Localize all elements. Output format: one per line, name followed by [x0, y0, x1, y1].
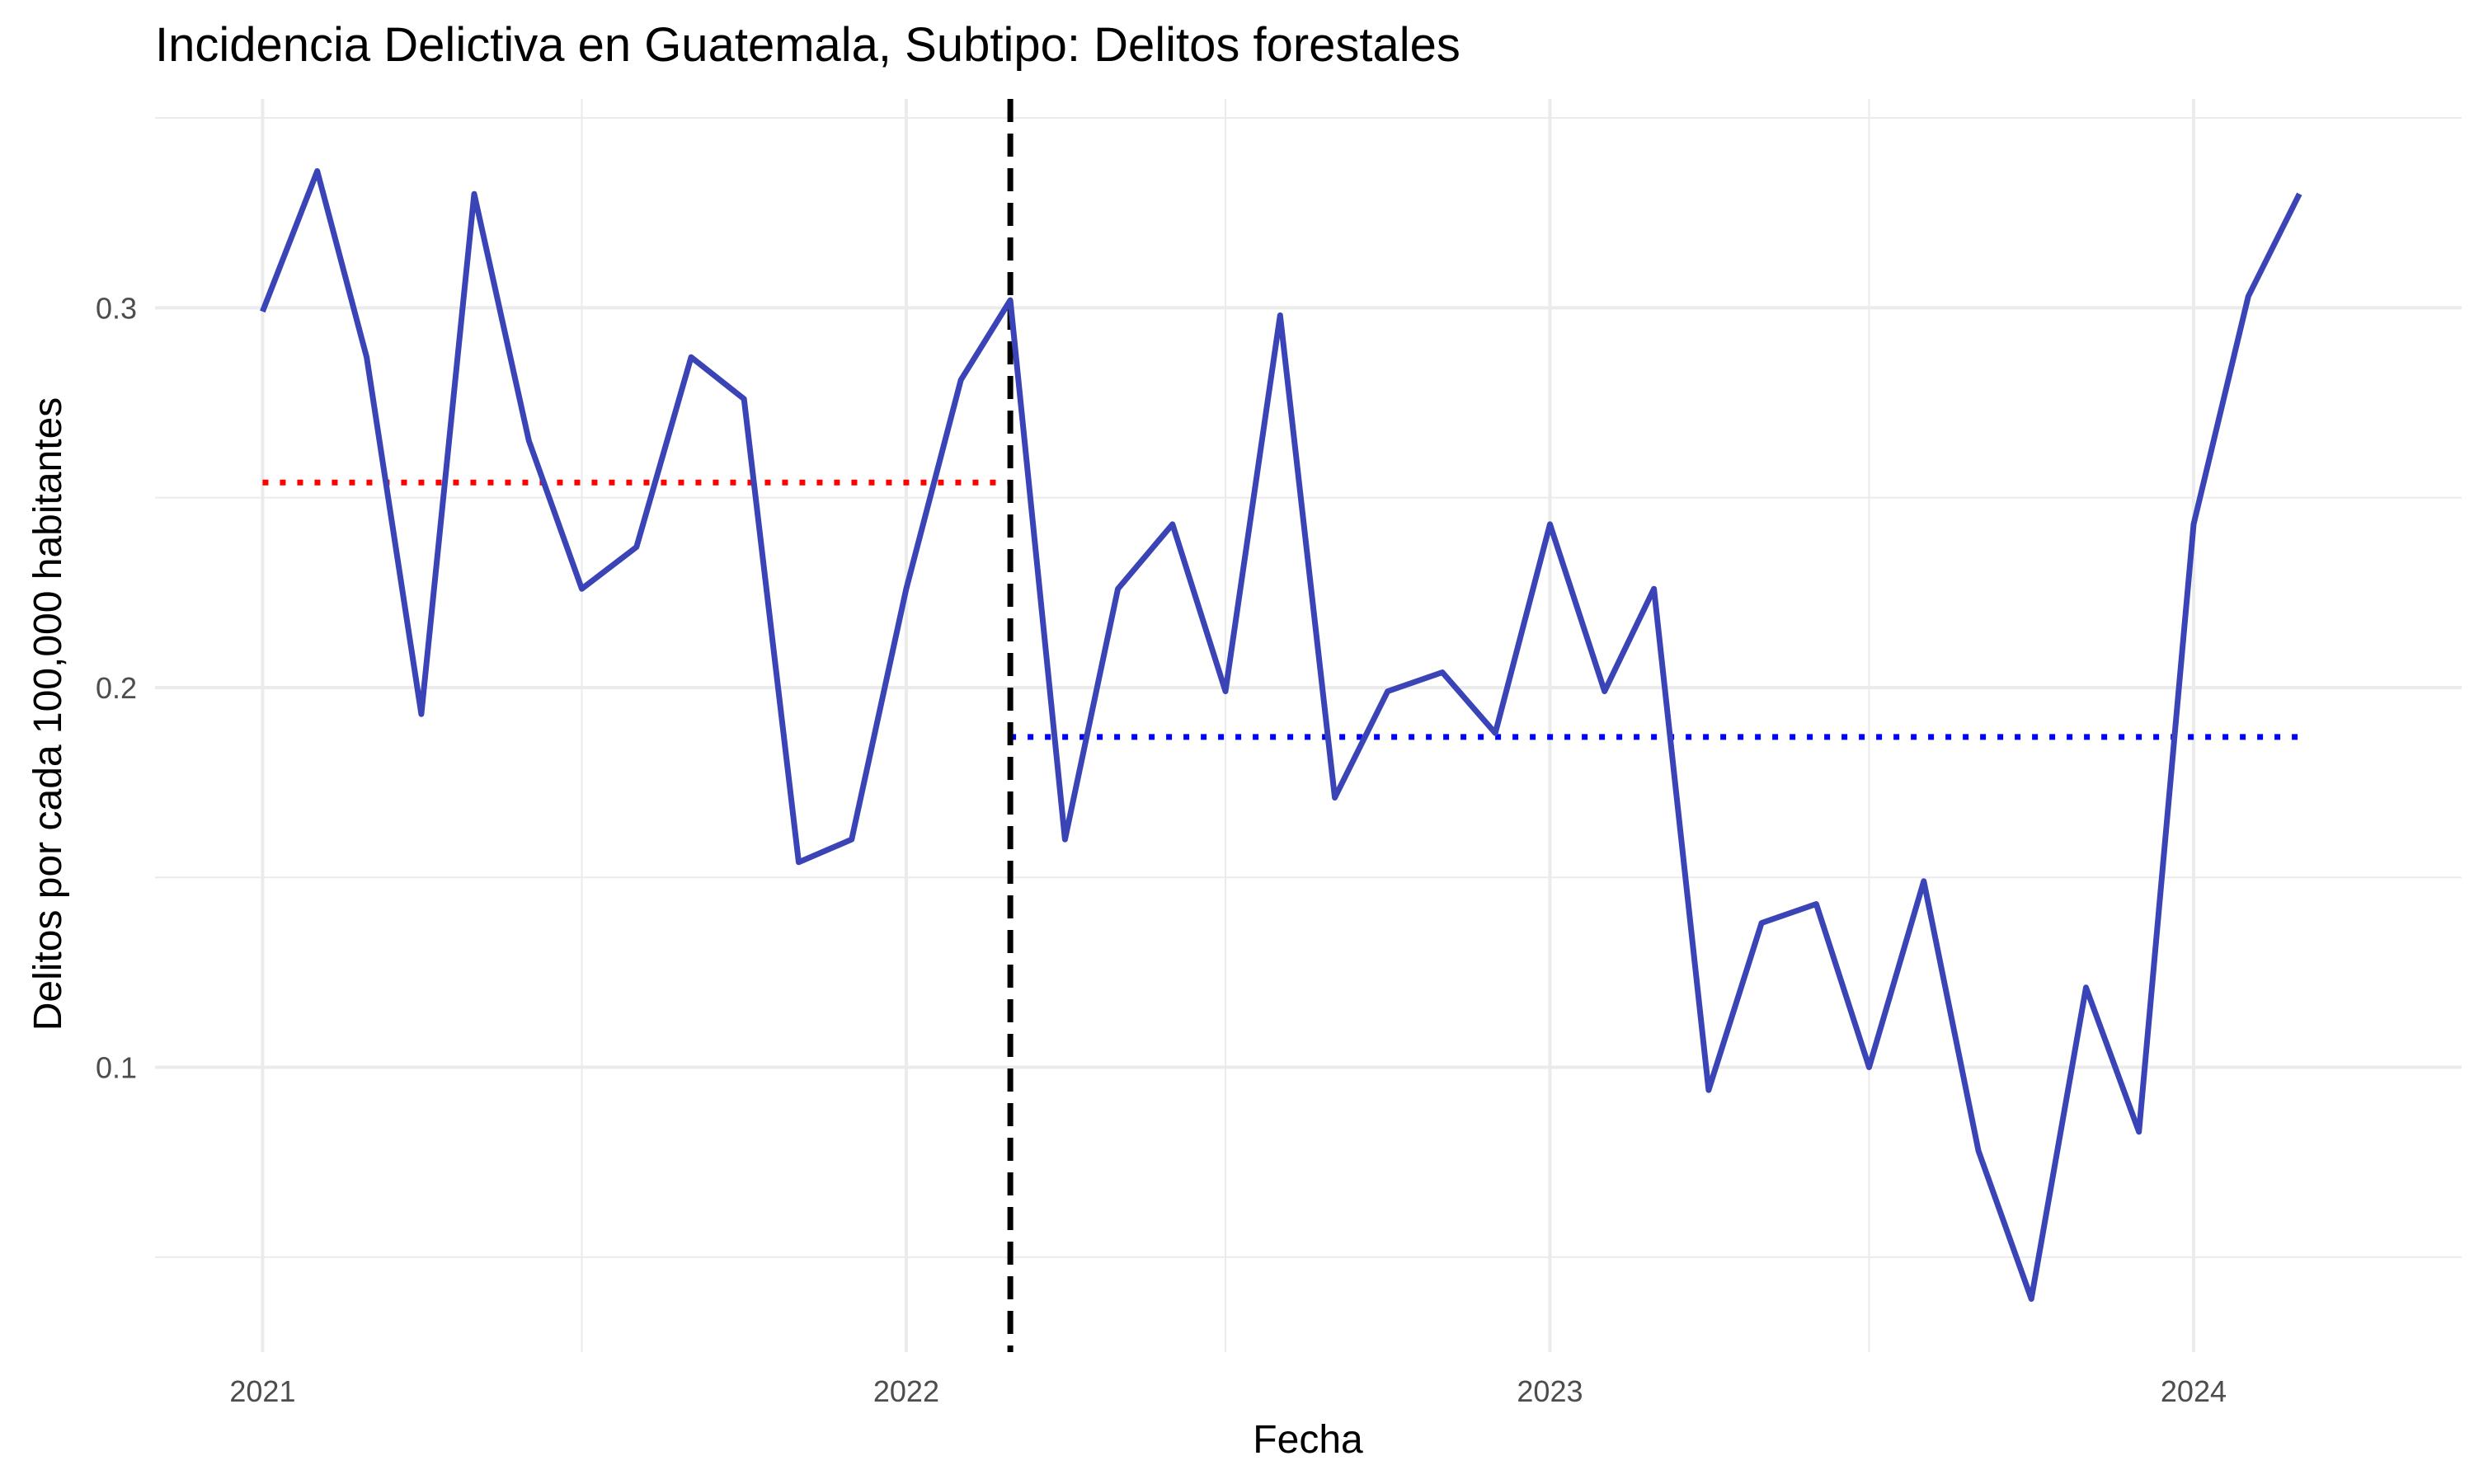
data-point: [418, 711, 425, 717]
data-point: [1007, 297, 1014, 303]
data-point: [1492, 730, 1498, 736]
data-point: [1169, 521, 1176, 528]
x-tick-label: 2023: [1517, 1374, 1583, 1408]
data-point: [1115, 585, 1122, 592]
data-point: [1975, 1148, 1982, 1154]
data-point: [2190, 521, 2197, 528]
chart-title: Incidencia Delictiva en Guatemala, Subti…: [155, 18, 1460, 72]
x-axis-ticks: 2021 2022 2023 2024: [229, 1374, 2227, 1408]
data-point: [633, 544, 640, 551]
data-point: [1921, 878, 1927, 885]
x-tick-label: 2021: [229, 1374, 295, 1408]
data-point: [1277, 312, 1283, 319]
data-point: [364, 354, 370, 360]
series-line: [260, 168, 2302, 1302]
data-point: [1061, 836, 1068, 843]
data-point: [1758, 920, 1765, 927]
data-point: [2296, 190, 2302, 197]
y-tick-label: 0.3: [96, 291, 137, 325]
x-tick-label: 2024: [2161, 1374, 2227, 1408]
data-point: [1813, 900, 1819, 907]
data-point: [1651, 585, 1658, 592]
x-tick-label: 2022: [873, 1374, 939, 1408]
data-point: [1705, 1087, 1712, 1093]
data-point: [314, 168, 321, 175]
data-point: [2245, 294, 2251, 300]
data-point: [1222, 688, 1229, 695]
data-point: [259, 308, 266, 315]
data-point: [1439, 669, 1446, 676]
data-point: [741, 396, 747, 402]
x-axis-title: Fecha: [1253, 1418, 1363, 1462]
y-tick-label: 0.1: [96, 1051, 137, 1085]
data-point: [1385, 688, 1391, 695]
reference-lines: [262, 99, 2300, 1352]
data-point: [578, 585, 585, 592]
data-point: [2136, 1129, 2142, 1135]
y-axis-title: Delitos por cada 100,000 habitantes: [26, 397, 70, 1031]
data-point: [1546, 521, 1553, 528]
data-point: [525, 438, 532, 444]
data-point: [903, 585, 910, 592]
gridlines: [155, 99, 2462, 1352]
series-layer: [259, 168, 2302, 1303]
data-point: [688, 354, 694, 360]
data-point: [2028, 1296, 2034, 1303]
data-point: [1602, 688, 1608, 695]
data-point: [849, 836, 855, 843]
data-point: [1866, 1064, 1873, 1071]
data-point: [1332, 795, 1338, 801]
data-point: [2083, 984, 2090, 991]
data-point: [957, 377, 964, 383]
data-point: [796, 859, 802, 866]
y-axis-ticks: 0.1 0.2 0.3: [96, 291, 137, 1084]
data-point: [471, 190, 477, 197]
y-tick-label: 0.2: [96, 671, 137, 705]
